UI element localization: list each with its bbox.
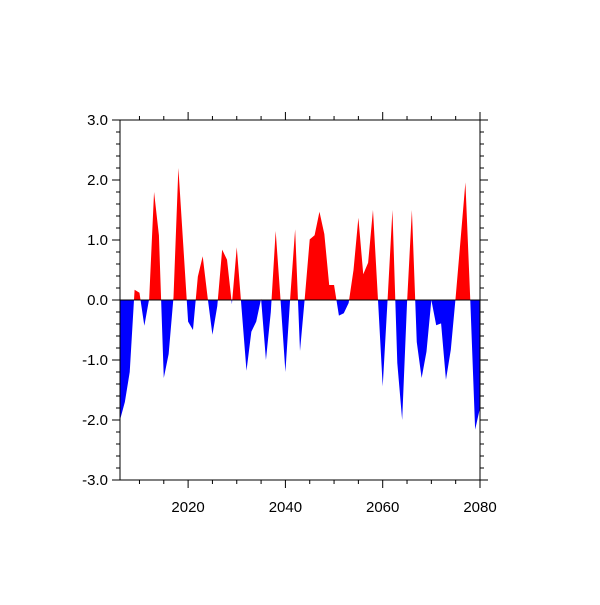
x-tick-label: 2060 <box>366 499 399 516</box>
y-tick-label: -3.0 <box>82 472 108 489</box>
area-fills <box>120 168 480 430</box>
y-tick-label: 2.0 <box>87 172 108 189</box>
y-axis-tick-labels: 3.0 2.0 1.0 0.0 -1.0 -2.0 -3.0 <box>82 112 108 489</box>
x-tick-label: 2020 <box>171 499 204 516</box>
y-tick-label: -1.0 <box>82 352 108 369</box>
y-tick-label: 0.0 <box>87 292 108 309</box>
axis-ticks <box>112 112 488 488</box>
x-tick-label: 2040 <box>269 499 302 516</box>
x-tick-label: 2080 <box>463 499 496 516</box>
positive-area <box>120 168 480 300</box>
y-tick-label: 1.0 <box>87 232 108 249</box>
y-tick-label: 3.0 <box>87 112 108 129</box>
y-tick-label: -2.0 <box>82 412 108 429</box>
x-axis-tick-labels: 2020 2040 2060 2080 <box>171 499 496 516</box>
negative-area <box>120 300 480 430</box>
